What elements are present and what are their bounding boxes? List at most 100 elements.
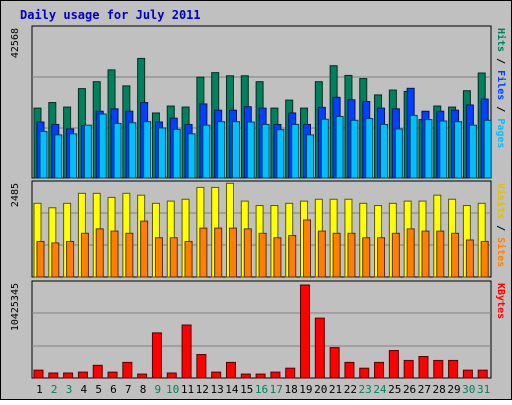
bar-visits-sites-18: [288, 235, 297, 278]
legend-hits-label-0: Hits: [495, 28, 507, 52]
bar-hits-pages-15: [246, 121, 255, 179]
x-tick-label-10: 10: [166, 383, 179, 396]
bar-kbytes-kbytes-24: [374, 361, 385, 379]
x-tick-label-19: 19: [299, 383, 312, 396]
bar-hits-pages-27: [424, 119, 433, 179]
legend-hits-label-3: /: [495, 100, 506, 118]
bar-kbytes-kbytes-1: [33, 369, 44, 379]
bar-visits-sites-17: [273, 237, 282, 278]
bar-kbytes-kbytes-14: [225, 361, 236, 379]
x-tick-label-4: 4: [81, 383, 88, 396]
bar-kbytes-kbytes-21: [329, 347, 340, 379]
bar-hits-pages-19: [306, 134, 315, 179]
bar-visits-sites-1: [36, 240, 45, 278]
bar-kbytes-kbytes-30: [462, 369, 473, 379]
y-max-label-visits: 2485: [10, 183, 21, 207]
bar-visits-sites-10: [169, 237, 178, 278]
bar-visits-sites-11: [184, 240, 193, 278]
bar-visits-sites-29: [451, 232, 460, 278]
bar-visits-sites-27: [421, 230, 430, 278]
panel-kbytes: 10425345 KBytes: [10, 280, 506, 379]
legend-hits-label-4: Pages: [495, 118, 506, 148]
bar-kbytes-kbytes-9: [151, 332, 162, 379]
bar-hits-pages-17: [276, 129, 285, 179]
bar-kbytes-kbytes-4: [77, 371, 88, 379]
x-tick-label-20: 20: [314, 383, 327, 396]
x-tick-label-7: 7: [125, 383, 132, 396]
legend-visits: Visits / Sites: [495, 183, 507, 267]
chart-panels: 4 25 6 8 Hits / Files / Pages 2485 Visits / Si…: [10, 25, 507, 396]
x-tick-label-21: 21: [329, 383, 342, 396]
bar-hits-pages-5: [98, 113, 107, 179]
x-tick-label-23: 23: [359, 383, 372, 396]
x-tick-label-14: 14: [225, 383, 239, 396]
bar-hits-pages-16: [261, 123, 270, 179]
bar-hits-pages-12: [202, 124, 211, 179]
bar-hits-pages-3: [69, 133, 78, 179]
bar-kbytes-kbytes-29: [448, 359, 459, 379]
bar-visits-sites-24: [377, 237, 386, 278]
bar-hits-pages-14: [231, 121, 240, 179]
x-tick-label-1: 1: [36, 383, 43, 396]
bar-hits-pages-10: [172, 128, 181, 179]
bar-kbytes-kbytes-3: [63, 372, 74, 379]
bar-visits-sites-23: [362, 237, 371, 278]
bar-kbytes-kbytes-6: [107, 371, 118, 379]
bar-hits-pages-4: [83, 124, 92, 179]
bar-visits-sites-30: [465, 239, 474, 278]
legend-visits-label-2: Sites: [495, 237, 507, 267]
x-tick-label-17: 17: [270, 383, 283, 396]
bar-kbytes-kbytes-8: [137, 373, 148, 379]
bar-hits-pages-1: [39, 130, 48, 179]
x-tick-label-26: 26: [403, 383, 416, 396]
legend-visits-label-1: /: [495, 219, 506, 237]
bar-visits-sites-20: [317, 230, 326, 278]
bar-hits-pages-26: [409, 114, 418, 179]
x-tick-label-3: 3: [66, 383, 73, 396]
legend-kbytes-label-0: KBytes: [495, 283, 506, 319]
bar-visits-sites-13: [214, 227, 223, 278]
legend-hits: Hits / Files / Pages: [495, 28, 507, 148]
bar-hits-pages-30: [468, 124, 477, 179]
bar-kbytes-kbytes-16: [255, 373, 266, 379]
bar-hits-pages-29: [454, 121, 463, 179]
x-tick-label-13: 13: [210, 383, 223, 396]
x-tick-label-25: 25: [388, 383, 401, 396]
bar-visits-sites-7: [125, 232, 134, 278]
bar-hits-pages-23: [365, 118, 374, 179]
bar-kbytes-kbytes-7: [122, 361, 133, 379]
bar-hits-pages-22: [350, 119, 359, 179]
x-tick-label-28: 28: [433, 383, 446, 396]
bar-hits-pages-24: [380, 123, 389, 179]
bar-visits-sites-26: [406, 228, 415, 278]
bar-kbytes-kbytes-22: [344, 361, 355, 379]
bar-hits-pages-13: [217, 121, 226, 179]
bar-kbytes-kbytes-31: [477, 369, 488, 379]
bar-hits-pages-25: [394, 128, 403, 179]
x-tick-label-22: 22: [344, 383, 357, 396]
bar-visits-sites-16: [258, 232, 267, 278]
bar-kbytes-kbytes-18: [285, 367, 296, 379]
panel-kbytes-area: [31, 280, 492, 379]
bar-hits-pages-2: [54, 134, 63, 179]
bar-visits-sites-6: [110, 230, 119, 278]
x-tick-label-15: 15: [240, 383, 253, 396]
x-tick-label-8: 8: [140, 383, 147, 396]
bar-visits-sites-3: [66, 240, 75, 278]
x-tick-label-9: 9: [155, 383, 162, 396]
bar-hits-pages-6: [113, 122, 122, 179]
bar-hits-pages-28: [439, 120, 448, 179]
x-tick-label-11: 11: [181, 383, 194, 396]
bar-kbytes-kbytes-28: [433, 359, 444, 379]
bar-kbytes-kbytes-5: [92, 364, 103, 379]
bar-kbytes-kbytes-27: [418, 356, 429, 379]
bar-kbytes-kbytes-20: [314, 317, 325, 379]
x-tick-label-5: 5: [95, 383, 102, 396]
x-tick-label-27: 27: [418, 383, 431, 396]
bar-visits-sites-14: [228, 227, 237, 278]
bar-kbytes-kbytes-26: [403, 359, 414, 379]
bar-visits-sites-22: [347, 232, 356, 278]
bar-visits-sites-12: [199, 227, 208, 278]
x-tick-label-6: 6: [110, 383, 117, 396]
